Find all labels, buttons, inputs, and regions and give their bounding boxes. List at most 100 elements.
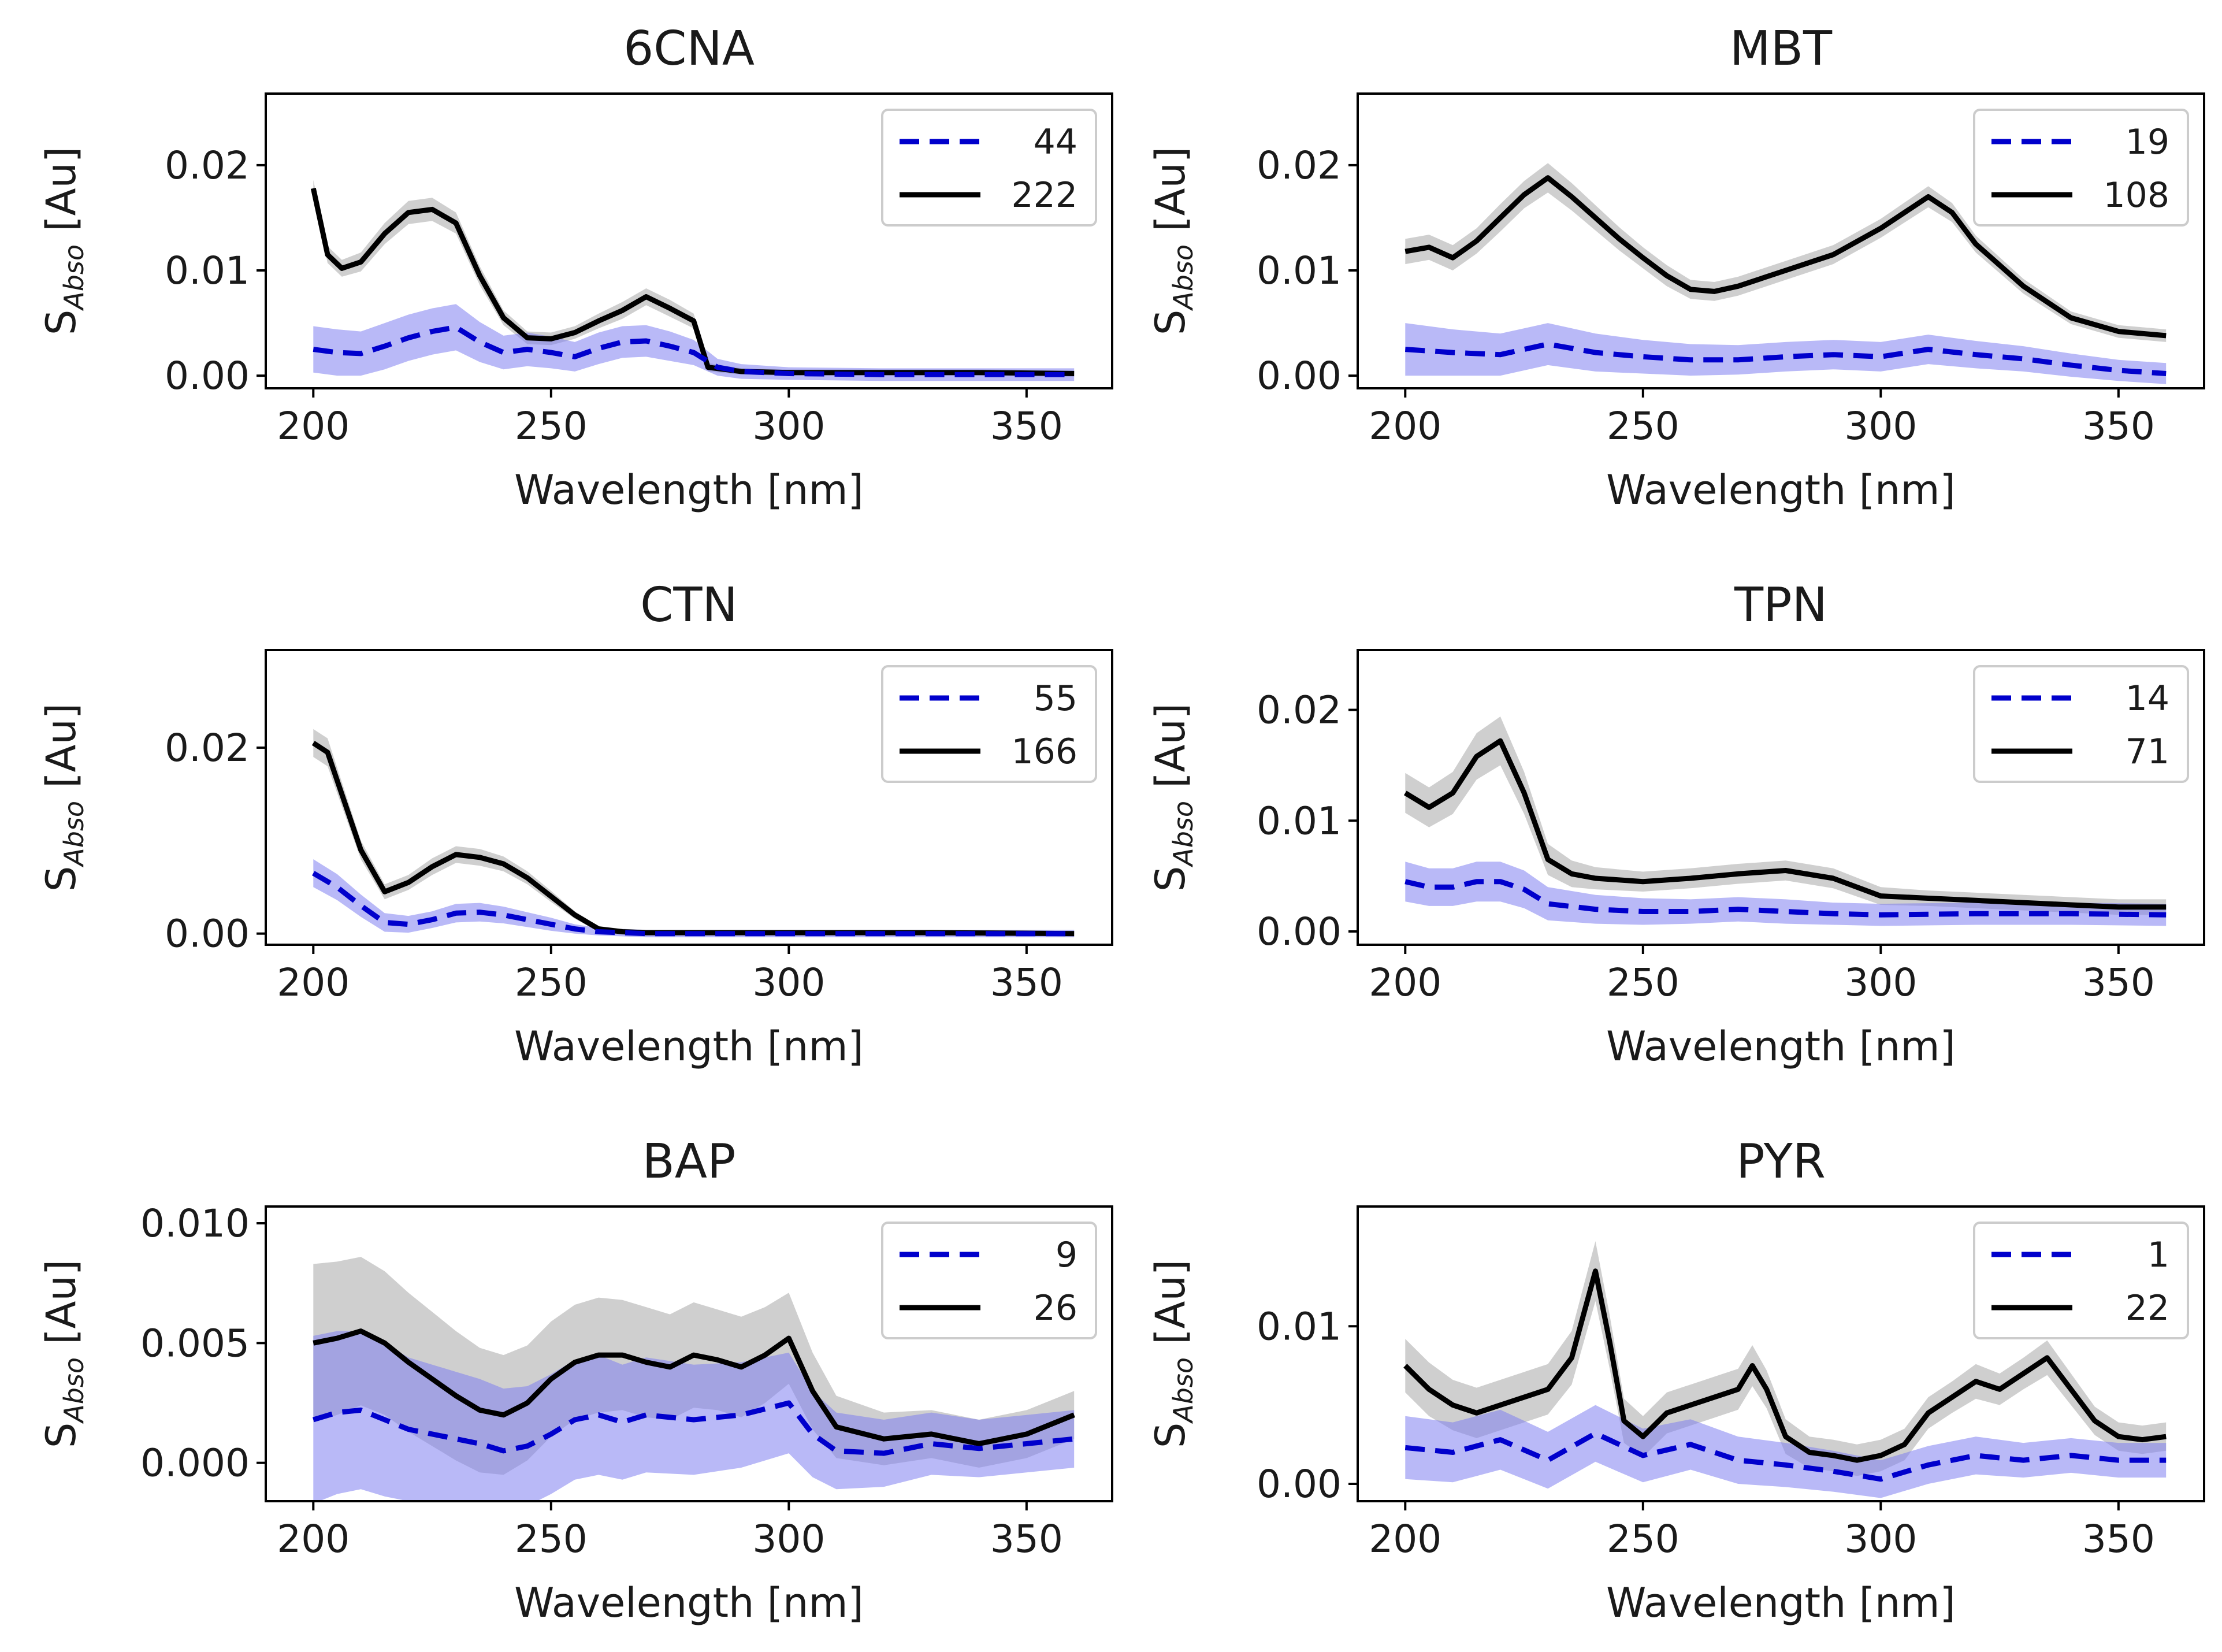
x-tick-label: 300 — [1844, 404, 1917, 448]
y-tick-label: 0.00 — [165, 912, 250, 956]
legend-label: 26 — [1034, 1288, 1077, 1328]
series-line-71 — [1403, 738, 2167, 910]
x-tick-label: 350 — [990, 404, 1063, 448]
x-tick-label: 250 — [515, 960, 588, 1005]
series-line-19 — [1404, 341, 2167, 376]
legend-label: 166 — [1011, 732, 1077, 772]
y-axis-label-unit: [Au] — [1147, 703, 1194, 801]
y-axis-label-text: SAbso [Au] — [38, 703, 90, 892]
y-axis-label-subscript: Abso — [58, 244, 90, 311]
y-axis-label-text: SAbso [Au] — [1147, 1260, 1199, 1448]
y-axis-label-symbol: S — [38, 866, 85, 892]
y-axis-label-subscript: Abso — [58, 801, 90, 868]
data-layer — [1403, 717, 2167, 926]
chart-title: PYR — [1736, 1134, 1826, 1189]
confidence-band-108 — [1405, 163, 2167, 342]
y-axis-label-text: SAbso [Au] — [1147, 703, 1199, 892]
x-tick-label: 300 — [1844, 1517, 1917, 1561]
legend-label: 222 — [1011, 175, 1077, 216]
y-axis-label: SAbso [Au] — [1147, 703, 1199, 892]
x-tick-label: 300 — [752, 960, 825, 1005]
legend-label: 71 — [2126, 732, 2169, 772]
y-tick-label: 0.005 — [140, 1321, 250, 1365]
data-layer — [311, 729, 1075, 938]
y-axis-label-unit: [Au] — [38, 1260, 85, 1357]
x-tick-label: 200 — [1369, 1517, 1441, 1561]
confidence-band-55 — [313, 859, 1075, 938]
y-tick-label: 0.01 — [1257, 1304, 1342, 1349]
data-layer — [1404, 163, 2167, 384]
y-tick-label: 0.02 — [1257, 688, 1342, 733]
series-line-9 — [313, 1400, 1075, 1456]
axes-frame — [1357, 1205, 2205, 1502]
y-axis-label-subscript: Abso — [58, 1357, 90, 1424]
legend: 926 — [881, 1222, 1097, 1339]
y-axis-label: SAbso [Au] — [38, 703, 90, 892]
x-tick-label: 200 — [1369, 960, 1441, 1005]
legend: 122 — [1973, 1222, 2189, 1339]
chart-title: MBT — [1730, 21, 1833, 76]
chart-title: CTN — [640, 578, 738, 633]
legend-label: 19 — [2126, 122, 2169, 162]
x-tick-label: 250 — [515, 404, 588, 448]
legend-label: 14 — [2126, 678, 2169, 719]
axes-frame — [265, 649, 1113, 946]
x-tick-label: 250 — [515, 1517, 588, 1561]
chart-title: 6CNA — [623, 21, 755, 76]
x-tick-label: 250 — [1607, 960, 1679, 1005]
y-axis-label-unit: [Au] — [38, 703, 85, 801]
y-axis-label-symbol: S — [1147, 310, 1194, 335]
y-axis-label-unit: [Au] — [1147, 147, 1194, 244]
y-axis-label-symbol: S — [1147, 866, 1194, 892]
chart-panel-bap: BAP 200 250 300 350 0.000 0.005 0.010 Wavelength… — [38, 1134, 1113, 1627]
y-axis-label-subscript: Abso — [1168, 244, 1199, 311]
confidence-band-1 — [1405, 1405, 2167, 1498]
y-axis-label-text: SAbso [Au] — [38, 147, 90, 335]
x-tick-label: 350 — [990, 960, 1063, 1005]
legend-label: 55 — [1034, 678, 1077, 719]
confidence-band-19 — [1405, 323, 2167, 384]
x-tick-label: 350 — [2082, 1517, 2155, 1561]
axes-frame — [1357, 649, 2205, 946]
confidence-band-71 — [1405, 717, 2167, 915]
series-line-26 — [313, 1328, 1075, 1446]
x-tick-label: 200 — [277, 1517, 350, 1561]
data-layer — [1403, 1241, 2167, 1498]
y-tick-label: 0.010 — [140, 1201, 250, 1246]
x-tick-label: 300 — [1844, 960, 1917, 1005]
chart-panel-tpn: TPN 200 250 300 350 0.00 0.01 0.02 Wavelength [n… — [1147, 578, 2205, 1070]
confidence-band-44 — [313, 304, 1075, 381]
x-tick-label: 250 — [1607, 1517, 1679, 1561]
axes-frame — [265, 92, 1113, 389]
chart-title: TPN — [1734, 578, 1827, 633]
legend-label: 9 — [1056, 1235, 1077, 1275]
y-axis-label: SAbso [Au] — [38, 1260, 90, 1448]
y-tick-label: 0.01 — [1257, 248, 1342, 293]
axes-frame — [1357, 92, 2205, 389]
y-axis-label-unit: [Au] — [1147, 1260, 1194, 1357]
y-tick-label: 0.00 — [1257, 1462, 1342, 1506]
series-line-14 — [1404, 879, 2167, 918]
y-axis-label: SAbso [Au] — [1147, 1260, 1199, 1448]
y-axis-label: SAbso [Au] — [38, 147, 90, 335]
series-line-22 — [1403, 1268, 2167, 1463]
chart-panel-mbt: MBT 200 250 300 350 0.00 0.01 0.02 Wavelength [n… — [1147, 21, 2205, 514]
x-axis-label: Wavelength [nm] — [514, 466, 864, 514]
chart-panel-pyr: PYR 200 250 300 350 0.00 0.01 Wavelength [nm] SA… — [1147, 1134, 2205, 1627]
y-axis-label-unit: [Au] — [38, 147, 85, 244]
legend-label: 44 — [1034, 122, 1077, 162]
y-tick-label: 0.02 — [165, 143, 250, 188]
y-tick-label: 0.02 — [1257, 143, 1342, 188]
chart-panel-6cna: 6CNA 200 250 300 350 0.00 0.01 0.02 Wavelength [… — [38, 21, 1113, 514]
legend-label: 108 — [2103, 175, 2169, 216]
x-axis-label: Wavelength [nm] — [514, 1023, 864, 1070]
data-layer — [313, 1257, 1075, 1501]
y-axis-label-subscript: Abso — [1168, 1357, 1199, 1424]
y-axis-label-symbol: S — [38, 1423, 85, 1448]
y-tick-label: 0.00 — [1257, 909, 1342, 954]
x-tick-label: 300 — [752, 404, 825, 448]
x-axis-label: Wavelength [nm] — [1606, 1579, 1956, 1627]
